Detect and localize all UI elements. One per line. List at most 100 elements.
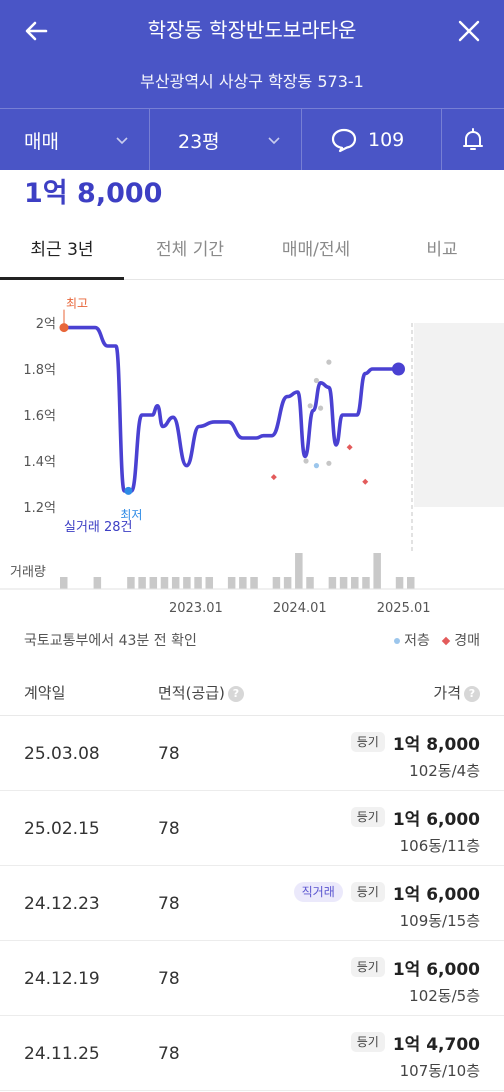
registry-badge: 등기 bbox=[350, 807, 385, 827]
arrow-left-icon[interactable] bbox=[20, 14, 54, 48]
header-area-label: 면적(공급) bbox=[158, 684, 225, 702]
trade-table-header: 계약일 면적(공급)? 가격? bbox=[0, 670, 504, 716]
y-tick-label: 1.8억 bbox=[23, 363, 56, 378]
trade-type-label: 매매 bbox=[24, 130, 59, 153]
table-row[interactable]: 24.12.23 78 직거래 등기 1억 6,000 109동/15층 bbox=[0, 866, 504, 941]
min-point bbox=[124, 486, 133, 495]
row-price: 1억 6,000 bbox=[392, 884, 480, 905]
trade-point bbox=[313, 377, 320, 384]
volume-bar bbox=[149, 577, 158, 589]
registry-badge: 등기 bbox=[350, 1032, 385, 1052]
price-chart[interactable]: 2억 1.8억 1.6억 1.4억 1.2억 최고 최저 실거래 28건 거래량 2023.01 2… bbox=[0, 290, 504, 620]
tab-all-period[interactable]: 전체 기간 bbox=[156, 240, 224, 260]
volume-bar bbox=[339, 577, 348, 589]
trade-type-dropdown[interactable]: 매매 bbox=[0, 109, 150, 171]
volume-bar bbox=[127, 577, 135, 589]
row-date: 24.11.25 bbox=[24, 1044, 100, 1064]
y-tick-label: 2억 bbox=[36, 317, 56, 332]
future-shade bbox=[414, 323, 504, 507]
row-price: 1억 6,000 bbox=[392, 809, 480, 830]
table-row[interactable]: 24.12.19 78 등기 1억 6,000 102동/5층 bbox=[0, 941, 504, 1016]
comments-button[interactable]: 109 bbox=[302, 109, 442, 171]
table-row[interactable]: 25.03.08 78 등기 1억 8,000 102동/4층 bbox=[0, 716, 504, 791]
row-unit: 109동/15층 bbox=[399, 912, 480, 930]
volume-bar bbox=[194, 577, 202, 589]
row-unit: 106동/11층 bbox=[399, 837, 480, 855]
row-area: 78 bbox=[158, 894, 180, 914]
tab-sale-lease[interactable]: 매매/전세 bbox=[281, 240, 351, 260]
trade-point bbox=[326, 460, 332, 466]
question-circle-icon[interactable]: ? bbox=[464, 685, 480, 702]
volume-bar bbox=[171, 577, 180, 589]
low-floor-dot-icon bbox=[394, 638, 401, 644]
volume-bar bbox=[362, 577, 370, 589]
volume-bar bbox=[250, 577, 258, 589]
volume-bar bbox=[183, 577, 191, 589]
x-tick-label: 2024.01 bbox=[273, 601, 327, 616]
tab-compare[interactable]: 비교 bbox=[426, 240, 458, 260]
address-text: 부산광역시 사상구 학장동 573-1 bbox=[140, 72, 364, 91]
volume-bar bbox=[227, 577, 236, 589]
trade-count-label: 실거래 28건 bbox=[64, 520, 133, 535]
legend-low-floor: 저층 bbox=[404, 633, 430, 649]
area-dropdown[interactable]: 23평 bbox=[150, 109, 302, 171]
y-tick-label: 1.6억 bbox=[23, 409, 56, 424]
row-price: 1억 6,000 bbox=[392, 959, 480, 980]
close-icon[interactable] bbox=[452, 14, 486, 48]
source-text: 국토교통부에서 43분 전 확인 bbox=[24, 633, 197, 649]
volume-label: 거래량 bbox=[10, 565, 46, 580]
row-area: 78 bbox=[158, 819, 180, 839]
app-header: 학장동 학장반도보라타운 부산광역시 사상구 학장동 573-1 bbox=[0, 0, 504, 108]
area-label: 23평 bbox=[178, 130, 220, 153]
volume-bar bbox=[373, 553, 381, 589]
trade-point bbox=[317, 405, 324, 411]
chevron-down-icon bbox=[116, 137, 128, 145]
row-price: 1억 8,000 bbox=[392, 734, 480, 755]
row-area: 78 bbox=[158, 744, 180, 764]
row-area: 78 bbox=[158, 969, 180, 989]
row-unit: 107동/10층 bbox=[399, 1062, 480, 1080]
volume-bar bbox=[93, 577, 102, 589]
notification-button[interactable] bbox=[442, 109, 504, 171]
auction-point bbox=[362, 478, 369, 485]
price-line-series bbox=[62, 325, 401, 493]
tab-recent-3y[interactable]: 최근 3년 bbox=[30, 240, 94, 260]
row-unit: 102동/5층 bbox=[409, 987, 480, 1005]
legend-auction: 경매 bbox=[454, 633, 480, 649]
y-tick-label: 1.2억 bbox=[23, 501, 56, 516]
volume-bar bbox=[205, 577, 214, 589]
volume-bar bbox=[395, 577, 404, 589]
chart-legend: 저층 경매 bbox=[394, 630, 480, 650]
table-row[interactable]: 25.02.15 78 등기 1억 6,000 106동/11층 bbox=[0, 791, 504, 866]
current-point bbox=[391, 362, 405, 376]
header-price-label: 가격 bbox=[433, 684, 461, 702]
row-date: 25.02.15 bbox=[24, 819, 100, 839]
period-tabs: 최근 3년 전체 기간 매매/전세 비교 bbox=[0, 224, 504, 280]
direct-trade-badge: 직거래 bbox=[293, 882, 343, 902]
volume-bar bbox=[272, 577, 281, 589]
source-row: 국토교통부에서 43분 전 확인 저층 경매 bbox=[24, 630, 480, 654]
volume-bar bbox=[283, 577, 292, 589]
bell-icon bbox=[463, 128, 483, 150]
page-title: 학장동 학장반도보라타운 bbox=[147, 18, 357, 42]
registry-badge: 등기 bbox=[350, 882, 385, 902]
trade-point bbox=[326, 359, 332, 365]
question-circle-icon[interactable]: ? bbox=[227, 685, 244, 702]
x-tick-label: 2025.01 bbox=[377, 601, 431, 616]
auction-point bbox=[270, 474, 277, 481]
row-area: 78 bbox=[158, 1044, 180, 1064]
table-row[interactable]: 24.11.25 78 등기 1억 4,700 107동/10층 bbox=[0, 1016, 504, 1091]
registry-badge: 등기 bbox=[350, 732, 385, 752]
row-price-line: 등기 1억 6,000 bbox=[350, 805, 480, 830]
max-label: 최고 bbox=[66, 297, 88, 311]
x-tick-label: 2023.01 bbox=[169, 601, 223, 616]
header-area: 면적(공급)? bbox=[158, 682, 244, 703]
row-price: 1억 4,700 bbox=[392, 1034, 480, 1055]
row-date: 25.03.08 bbox=[24, 744, 100, 764]
max-point bbox=[59, 323, 69, 333]
row-price-line: 등기 1억 8,000 bbox=[350, 730, 480, 755]
row-date: 24.12.19 bbox=[24, 969, 100, 989]
volume-bar bbox=[351, 577, 359, 589]
volume-bar bbox=[60, 577, 68, 589]
